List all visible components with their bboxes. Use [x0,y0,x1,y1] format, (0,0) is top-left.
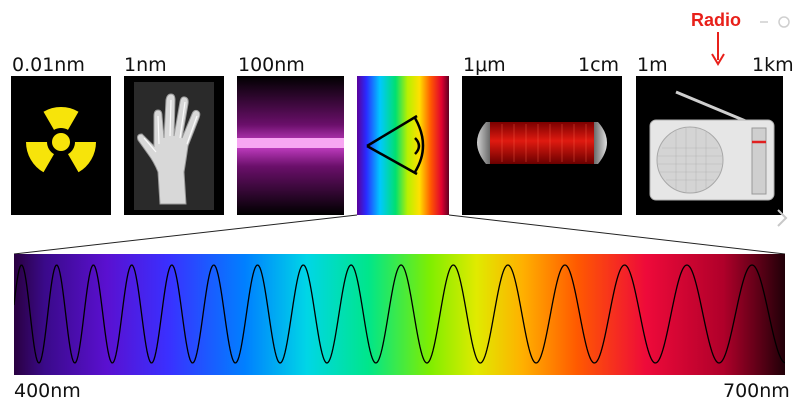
ultraviolet-glow-icon [237,76,344,215]
label-400nm: 400nm [14,380,81,402]
radio-receiver-icon [649,90,775,201]
microwave-panel [462,76,622,215]
radio-annotation-label: Radio [691,10,742,30]
visible-light-panel [357,76,449,215]
hand-xray-icon [134,82,214,210]
gamma-ray-panel [11,76,111,215]
microwave-cavity-icon [477,122,607,164]
label-xray: 1nm [124,54,167,76]
label-gamma: 0.01nm [12,54,85,76]
label-infrared: 1μm [463,54,506,76]
label-700nm: 700nm [723,380,790,402]
down-arrow-icon [711,32,725,66]
label-microwave: 1cm [578,54,620,76]
radio-panel [636,76,783,215]
radiation-hazard-icon [26,107,96,173]
eye-icon [357,76,449,215]
label-uv: 100nm [238,54,305,76]
xray-panel [124,76,224,215]
toolbar-icons[interactable] [758,14,794,30]
chevron-right-icon[interactable] [774,206,790,230]
label-radio-end: 1km [752,54,794,76]
wavelength-wave [14,254,785,375]
ultraviolet-panel [237,76,344,215]
label-radio-start: 1m [637,54,668,76]
visible-spectrum-band [14,254,785,375]
